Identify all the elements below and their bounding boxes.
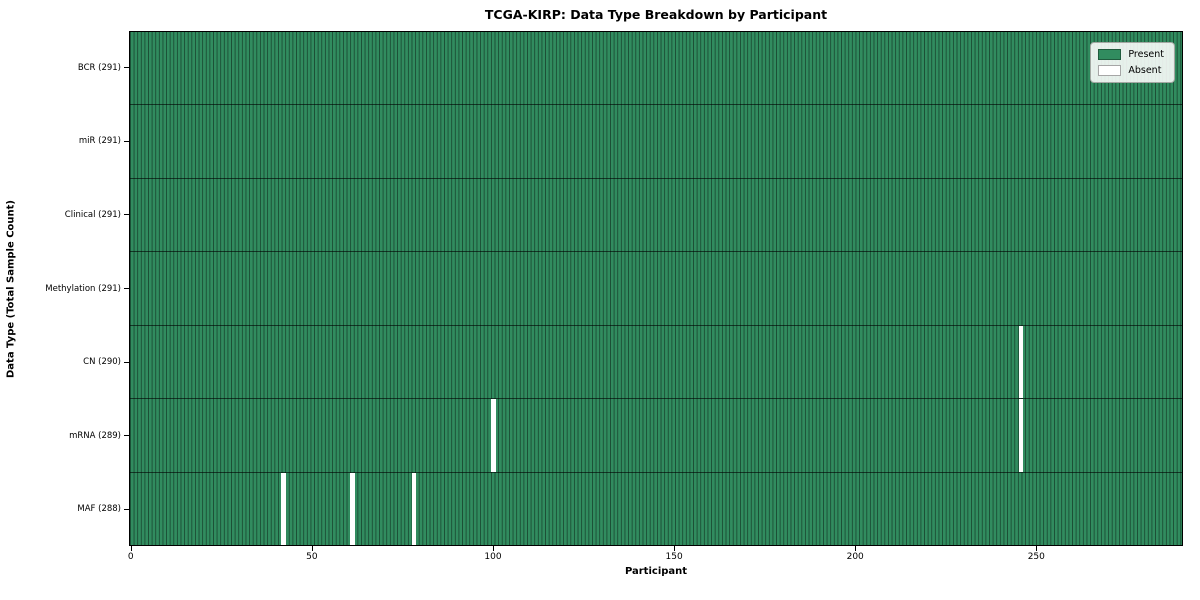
x-tick-mark xyxy=(493,546,494,551)
x-tick-label-200: 200 xyxy=(846,552,864,562)
y-tick-mark xyxy=(124,508,129,510)
x-tick-mark xyxy=(855,546,857,551)
absent-cell xyxy=(491,399,496,472)
y-tick-mark xyxy=(124,214,129,216)
heatmap-row-cn xyxy=(130,325,1182,400)
y-tick-mark xyxy=(124,67,129,69)
plot-area: Present Absent xyxy=(129,31,1183,546)
x-tick-mark xyxy=(311,546,313,551)
heatmap-row-mir xyxy=(130,105,1182,179)
heatmap-row-clinical xyxy=(130,178,1182,253)
x-tick-mark xyxy=(130,546,132,551)
x-tick-label-0: 0 xyxy=(127,552,134,562)
y-tick-mark xyxy=(124,140,129,142)
absent-cell xyxy=(1018,399,1024,472)
absent-cell xyxy=(1018,325,1024,399)
legend-entry-present: Present xyxy=(1098,49,1164,60)
y-tick-label-bcr: BCR (291) xyxy=(77,62,121,73)
legend-swatch-present xyxy=(1098,49,1122,60)
y-tick-label-clinical: Clinical (291) xyxy=(64,209,121,220)
y-tick-mark xyxy=(124,288,129,289)
absent-cell xyxy=(411,472,416,545)
heatmap-row-methylation xyxy=(130,252,1182,326)
x-tick-mark xyxy=(1036,546,1038,551)
x-axis-label: Participant xyxy=(624,566,688,577)
y-tick-label-mir: miR (291) xyxy=(78,136,121,147)
y-tick-label-maf: MAF (288) xyxy=(77,504,121,515)
heatmap-row-mrna xyxy=(130,399,1182,473)
chart-title: TCGA-KIRP: Data Type Breakdown by Partic… xyxy=(484,7,828,22)
legend-swatch-absent xyxy=(1098,65,1122,76)
y-tick-mark xyxy=(124,361,129,363)
x-tick-mark xyxy=(674,546,676,551)
x-tick-label-50: 50 xyxy=(306,552,318,562)
y-tick-label-cn: CN (290) xyxy=(83,357,121,368)
x-tick-label-100: 100 xyxy=(484,552,502,562)
legend-label: Absent xyxy=(1128,65,1162,76)
y-tick-label-mrna: mRNA (289) xyxy=(69,430,121,441)
legend-label: Present xyxy=(1128,49,1164,60)
x-tick-label-250: 250 xyxy=(1027,552,1045,562)
y-tick-label-methylation: Methylation (291) xyxy=(45,283,121,294)
absent-cell xyxy=(350,472,355,545)
x-tick-label-150: 150 xyxy=(665,552,683,562)
heatmap-row-maf xyxy=(130,472,1182,545)
legend: Present Absent xyxy=(1090,42,1175,83)
absent-cell xyxy=(281,472,286,545)
heatmap-row-bcr xyxy=(130,32,1182,106)
legend-entry-absent: Absent xyxy=(1098,65,1164,76)
y-tick-mark xyxy=(124,435,129,437)
